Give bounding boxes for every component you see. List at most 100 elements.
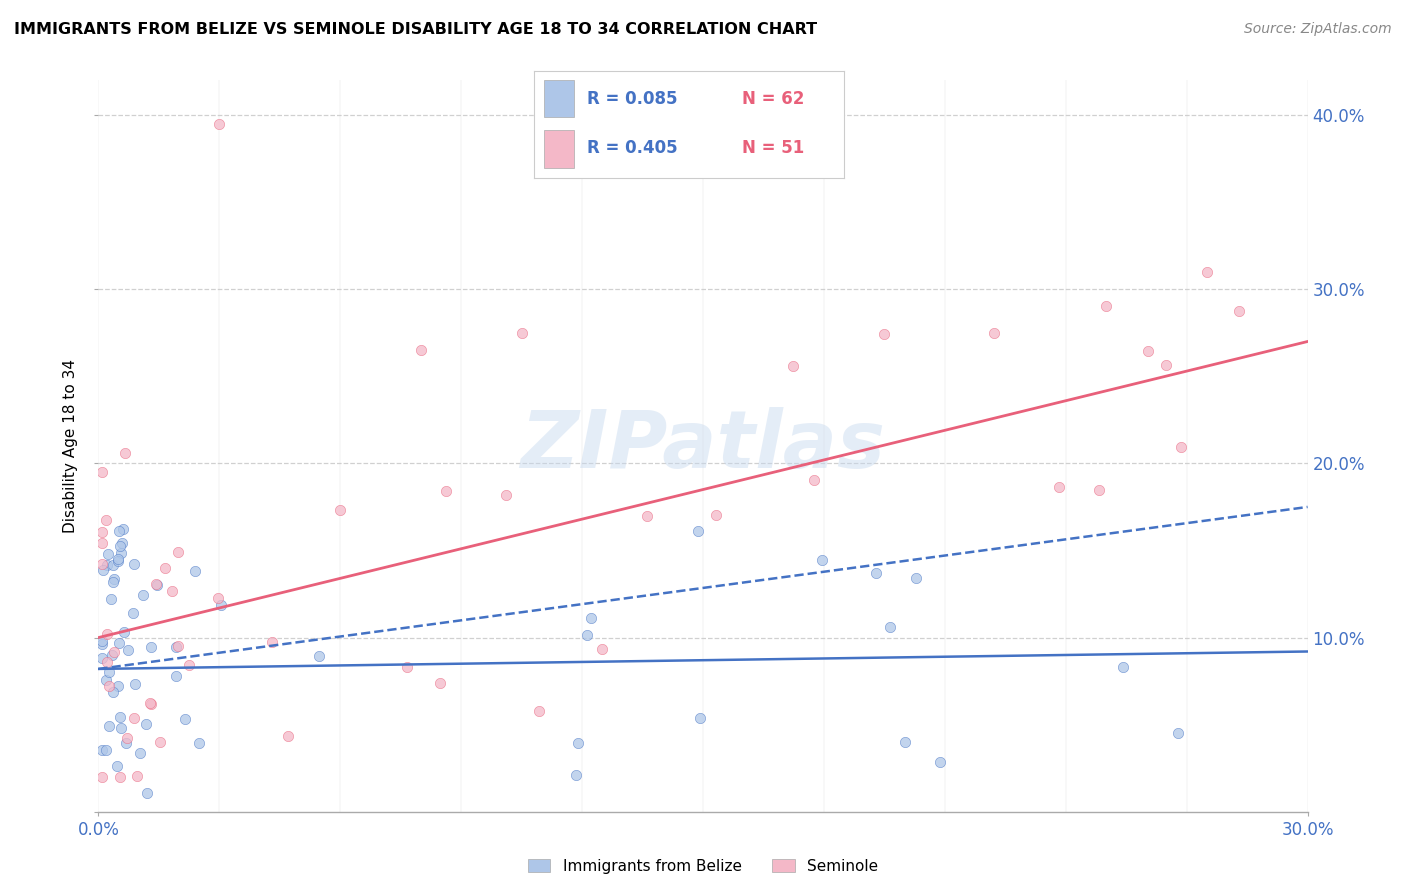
Point: [145, 577, 167, 591]
Point: [1137, 344, 1160, 359]
Point: [155, 561, 177, 575]
Point: [167, 639, 190, 653]
Point: [141, 697, 163, 711]
Point: [96, 513, 118, 527]
Point: [162, 584, 184, 599]
Point: [165, 640, 187, 655]
Point: [1227, 303, 1250, 318]
Point: [98, 679, 121, 693]
Point: [1170, 440, 1192, 454]
Point: [103, 572, 125, 586]
Point: [107, 552, 129, 566]
Point: [122, 558, 145, 572]
Point: [128, 746, 150, 760]
Point: [209, 598, 232, 612]
Point: [108, 539, 131, 553]
Point: [94, 742, 117, 756]
Point: [108, 709, 131, 723]
Point: [91, 466, 114, 480]
Point: [567, 736, 589, 750]
Point: [188, 736, 211, 750]
Point: [91, 770, 114, 784]
Point: [122, 606, 145, 620]
Point: [591, 642, 613, 657]
Point: [124, 711, 146, 725]
Point: [434, 484, 457, 499]
Point: [810, 553, 832, 567]
Point: [177, 658, 200, 673]
Point: [865, 566, 887, 580]
Point: [575, 628, 598, 642]
Point: [929, 756, 952, 770]
Point: [107, 679, 129, 693]
Point: [146, 577, 169, 591]
Point: [91, 637, 114, 651]
Point: [91, 634, 114, 648]
Point: [207, 591, 229, 605]
Point: [124, 677, 146, 691]
Point: [91, 651, 114, 665]
Point: [101, 648, 124, 663]
Point: [873, 326, 896, 341]
Point: [581, 611, 603, 625]
Point: [149, 735, 172, 749]
Point: [135, 716, 157, 731]
Point: [565, 768, 588, 782]
Point: [111, 536, 134, 550]
Point: [1195, 265, 1218, 279]
Point: [495, 488, 517, 502]
Point: [91, 524, 114, 539]
Point: [107, 554, 129, 568]
Point: [125, 768, 148, 782]
Point: [96, 627, 118, 641]
Point: [139, 640, 162, 654]
Point: [208, 117, 231, 131]
Point: [1112, 660, 1135, 674]
Point: [894, 735, 917, 749]
Point: [688, 524, 710, 538]
Point: [100, 591, 122, 606]
Point: [110, 546, 132, 560]
Point: [1167, 725, 1189, 739]
Point: [108, 770, 131, 784]
Point: [112, 522, 135, 536]
Point: [1088, 483, 1111, 497]
Point: [98, 719, 121, 733]
Point: [409, 343, 432, 358]
Point: [136, 786, 159, 800]
Point: [114, 735, 136, 749]
Point: [782, 359, 804, 373]
Point: [96, 558, 118, 573]
Point: [173, 712, 195, 726]
Point: [103, 685, 125, 699]
Point: [112, 625, 135, 640]
Point: [167, 545, 190, 559]
Point: [91, 742, 114, 756]
Legend: Immigrants from Belize, Seminole: Immigrants from Belize, Seminole: [522, 853, 884, 880]
Point: [527, 704, 550, 718]
Point: [101, 558, 124, 573]
Point: [117, 643, 139, 657]
Point: [704, 508, 727, 523]
FancyBboxPatch shape: [544, 130, 575, 168]
Point: [879, 620, 901, 634]
Point: [308, 648, 330, 663]
Point: [329, 503, 352, 517]
Point: [184, 564, 207, 578]
Point: [132, 588, 155, 602]
Point: [91, 557, 114, 571]
Point: [429, 676, 451, 690]
Point: [91, 535, 114, 549]
Point: [96, 673, 118, 688]
Text: R = 0.405: R = 0.405: [586, 139, 678, 157]
Point: [91, 563, 114, 577]
Point: [110, 721, 132, 735]
Point: [510, 326, 533, 340]
Point: [904, 571, 927, 585]
Point: [1154, 359, 1177, 373]
Point: [277, 729, 299, 743]
Point: [1047, 480, 1070, 494]
Text: ZIPatlas: ZIPatlas: [520, 407, 886, 485]
Point: [103, 645, 125, 659]
Point: [105, 759, 128, 773]
